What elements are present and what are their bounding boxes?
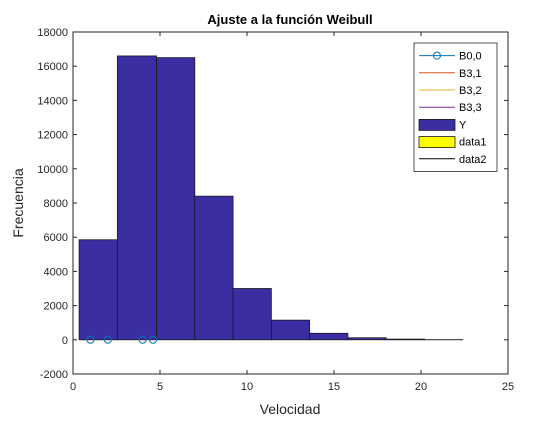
histogram-bar-8 (348, 338, 386, 340)
legend-label-B3,1: B3,1 (459, 68, 482, 80)
histogram-bar-1 (79, 240, 117, 340)
legend-label-Y: Y (459, 119, 467, 131)
y-tick-label: 0 (62, 335, 68, 347)
legend-label-B3,2: B3,2 (459, 85, 482, 97)
y-tick-label: 4000 (44, 266, 68, 278)
histogram-bar-7 (310, 333, 348, 339)
legend-label-B3,3: B3,3 (459, 102, 482, 114)
histogram-bar-2 (117, 56, 156, 340)
x-tick-label: 10 (241, 381, 253, 393)
histogram-bar-3 (157, 58, 195, 340)
legend-swatch-Y (419, 119, 455, 130)
histogram-bar-4 (195, 196, 233, 340)
legend-label-B0,0: B0,0 (459, 51, 482, 63)
histogram-bar-9 (386, 339, 424, 340)
y-tick-label: 18000 (37, 27, 68, 39)
y-tick-label: 6000 (44, 232, 68, 244)
histogram-bar-6 (271, 320, 309, 340)
x-tick-label: 5 (157, 381, 163, 393)
y-tick-label: 8000 (44, 198, 68, 210)
legend-label-data2: data2 (459, 154, 487, 166)
y-tick-label: 14000 (37, 95, 68, 107)
histogram-bar-5 (233, 289, 271, 340)
x-tick-label: 0 (70, 381, 76, 393)
y-axis-label: Frecuencia (10, 168, 26, 237)
y-tick-label: 16000 (37, 61, 68, 73)
y-tick-label: -2000 (40, 369, 68, 381)
x-tick-label: 15 (328, 381, 340, 393)
y-tick-label: 12000 (37, 130, 68, 142)
x-axis-label: Velocidad (260, 401, 321, 417)
y-tick-label: 10000 (37, 164, 68, 176)
legend-swatch-data1 (419, 137, 455, 148)
chart-title: Ajuste a la función Weibull (207, 12, 372, 27)
y-tick-label: 2000 (44, 301, 68, 313)
legend-label-data1: data1 (459, 137, 487, 149)
x-tick-label: 25 (502, 381, 514, 393)
x-tick-label: 20 (415, 381, 427, 393)
